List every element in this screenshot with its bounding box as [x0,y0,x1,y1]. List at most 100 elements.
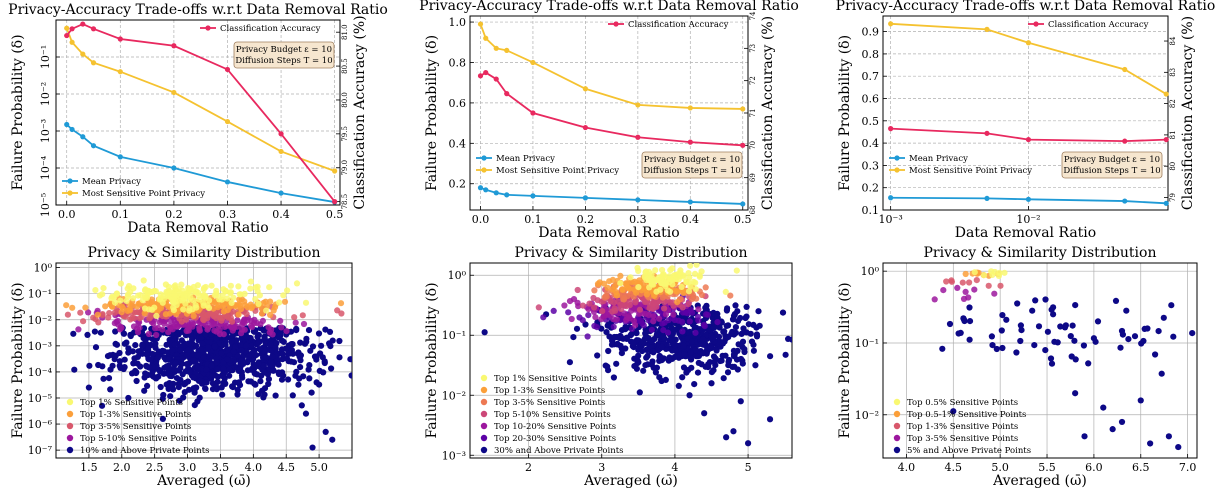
y-tick-label: 10⁻⁷ [28,444,53,457]
scatter-point [126,306,133,313]
scatter-point [743,329,750,336]
data-point [117,154,123,160]
scatter-point [1100,404,1107,411]
scatter-point [766,416,774,423]
legend-label: Top 20-30% Sensitive Points [494,434,616,444]
scatter-point [646,300,653,307]
scatter-point [1092,338,1099,345]
y-tick-label: 10⁰ [448,269,467,282]
axes-4: 1.5 2.0 2.5 3.0 3.5 4.0 4.5 5.0 10⁻⁷ 10⁻⁶ 10⁻⁵ 10⁻⁴… [10,245,353,489]
y2-tick-label: 80 [1169,162,1177,171]
data-point [483,187,489,193]
y-tick-label: 10⁻¹ [442,329,466,342]
scatter-point [575,303,582,310]
scatter-point [296,353,303,360]
scatter-point [648,338,656,345]
scatter-point [154,354,161,361]
scatter-point [1131,333,1139,340]
scatter-point [92,344,100,351]
data-point [1163,200,1169,206]
scatter-point [265,376,272,383]
scatter-point [85,384,92,391]
series-mean-privacy [64,121,338,205]
scatter-point [625,312,633,319]
scatter-point [244,333,251,340]
scatter-point [243,310,250,318]
scatter-point [211,292,218,299]
y-axis-label: Failure Probability (δ) [10,34,26,190]
scatter-point [303,338,310,345]
scatter-point [707,343,714,350]
scatter-point [277,317,284,324]
scatter-point [735,317,742,325]
scatter-point [95,319,102,326]
scatter-point [688,338,696,345]
plot-frame [469,15,749,211]
scatter-point [251,370,258,377]
scatter-point [971,286,978,293]
legend-label: Top 1-3% Sensitive Points [80,410,191,420]
scatter-point [610,323,617,330]
scatter-point [238,330,245,337]
y-tick-label: 10⁻⁴ [39,155,52,180]
data-point [530,59,536,66]
scatter-point [731,311,739,318]
scatter-point [293,327,300,334]
scatter-point [988,333,996,340]
scatter-point [236,296,243,303]
y-tick-label: 0.5 [862,115,880,128]
scatter-point [112,340,119,347]
scatter-point [679,318,686,325]
scatter-point [113,290,120,297]
scatter-point [698,291,706,299]
y-axis-label: Failure Probability (δ) [10,282,26,438]
axes-5: 2 3 4 5 10⁻³ 10⁻² 10⁻¹ 10⁰ Privacy & Similarity … [424,245,793,489]
scatter-point [160,292,167,299]
scatter-point [641,335,649,342]
scatter-point [116,358,123,365]
scatter-point [199,340,206,347]
series-top-1-sensitive-points [92,277,310,319]
scatter-point [659,266,666,274]
scatter-point [326,328,334,335]
scatter-point [661,335,668,342]
scatter-point [178,281,185,288]
scatter-point [1109,426,1116,433]
scatter-point [197,346,204,353]
scatter-point [1035,323,1043,330]
scatter-point [639,347,646,355]
scatter-point [255,360,262,367]
scatter-point [732,324,740,331]
scatter-point [129,348,136,355]
scatter-point [1029,307,1036,314]
scatter-point [741,346,748,353]
scatter-point [229,383,236,390]
x-tick-label: 7.0 [1179,461,1197,474]
scatter-point [111,356,118,363]
scatter-point [631,363,638,370]
scatter-point [570,334,577,341]
scatter-point [121,364,128,371]
scatter-point [64,311,71,318]
scatter-point [724,305,731,312]
scatter-point [176,297,183,304]
y-tick-label: 0.9 [862,26,880,39]
scatter-point [735,341,742,348]
scatter-point [235,379,243,386]
scatter-point [133,377,140,385]
scatter-point [156,306,163,313]
data-point [740,106,746,112]
data-point [80,134,86,140]
scatter-point [702,284,709,291]
legend-label: Top 0.5-1% Sensitive Points [907,410,1026,420]
scatter-point [645,317,652,324]
scatter-point [989,342,996,349]
scatter-point [1168,302,1175,309]
scatter-point [679,374,686,381]
scatter-point [234,391,241,398]
scatter-point [679,309,687,316]
scatter-point [218,317,225,324]
data-point [69,39,75,45]
scatter-point [232,344,239,351]
